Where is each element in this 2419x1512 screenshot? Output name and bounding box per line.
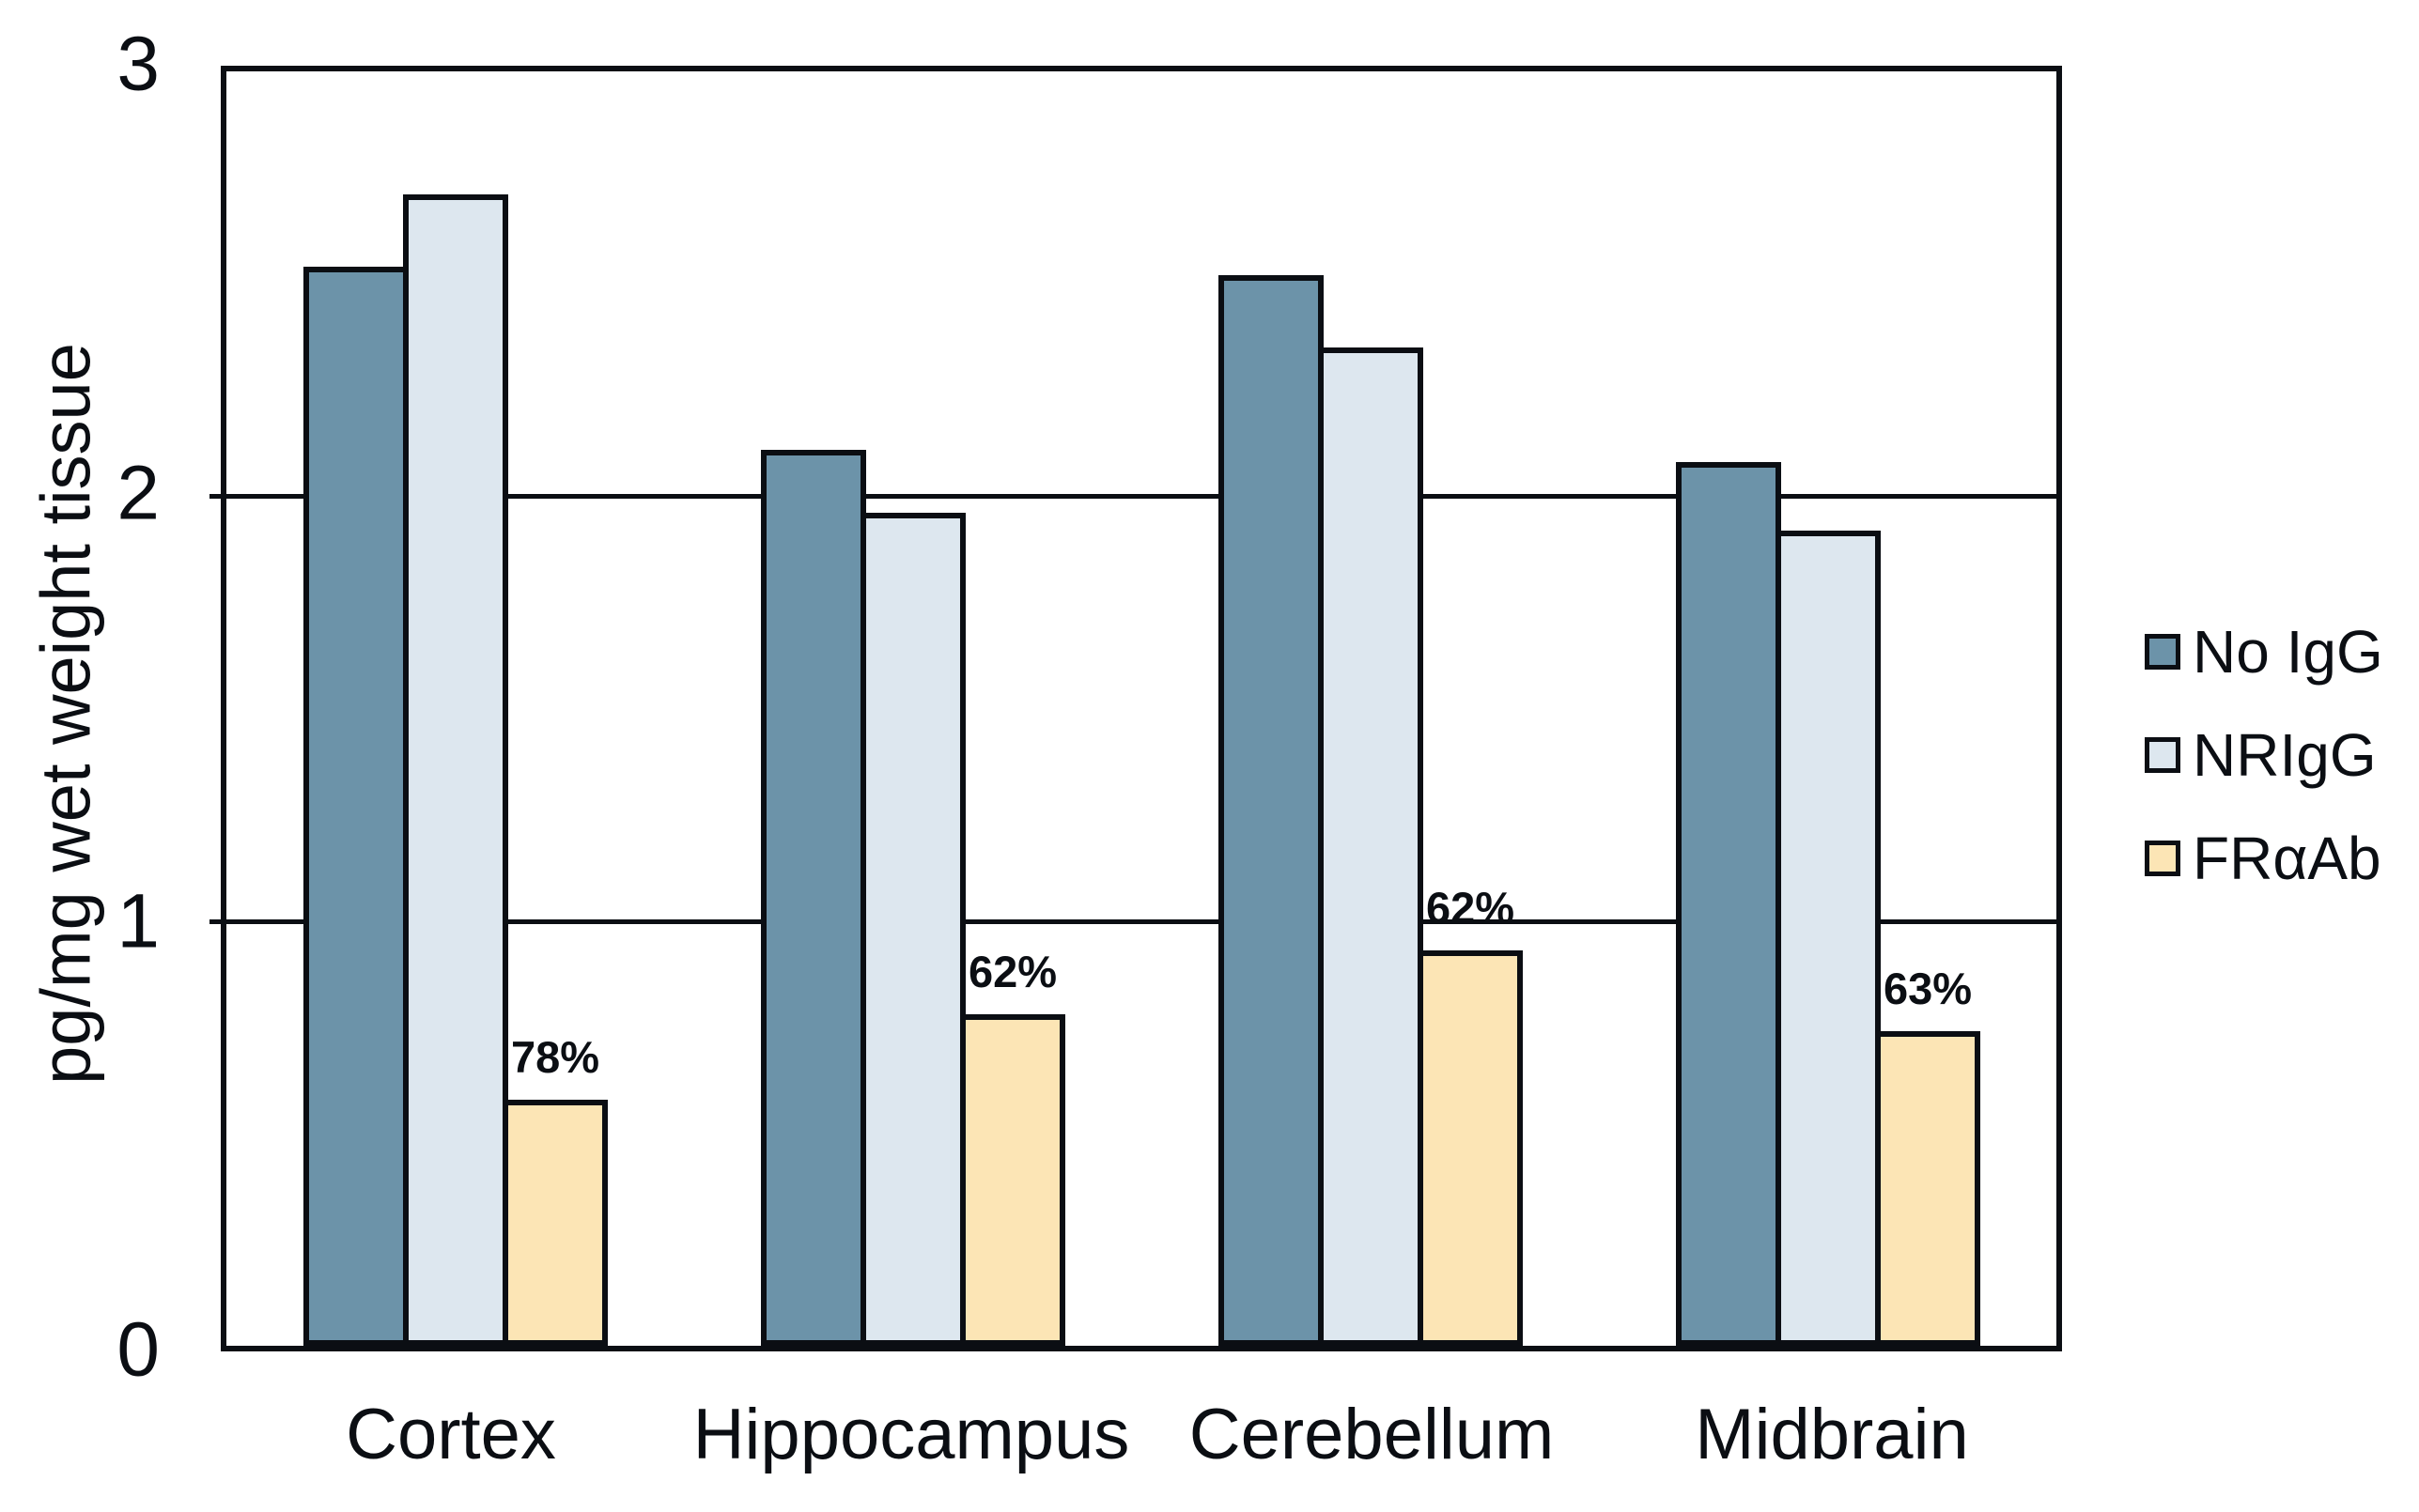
bar-cerebellum-frαab — [1418, 950, 1523, 1346]
bar-cortex-frαab — [503, 1100, 608, 1346]
legend: No IgG NRIgG FRαAb — [2145, 616, 2383, 894]
plot-inner: 78% 62% 62% 63% — [209, 71, 2056, 1346]
legend-swatch-no-igg — [2145, 634, 2180, 670]
y-tick-label-0: 0 — [116, 1306, 160, 1393]
legend-item-no-igg: No IgG — [2145, 616, 2383, 687]
legend-label-no-igg: No IgG — [2193, 618, 2383, 686]
x-axis-labels: Cortex Hippocampus Cerebellum Midbrain — [221, 1396, 2062, 1489]
x-label-cortex: Cortex — [346, 1395, 556, 1474]
bar-cortex-no-igg — [303, 267, 409, 1346]
plot-area: 78% 62% 62% 63% — [209, 66, 2062, 1351]
y-tick-label-1: 1 — [116, 878, 160, 964]
x-label-midbrain: Midbrain — [1695, 1395, 1969, 1474]
x-label-hippocampus: Hippocampus — [692, 1395, 1130, 1474]
bar-hippocampus-frαab — [960, 1014, 1065, 1346]
bar-cortex-nrigg — [403, 194, 508, 1346]
bar-percent-label-midbrain: 63% — [1883, 964, 1973, 1013]
legend-label-nrigg: NRIgG — [2193, 721, 2377, 789]
bar-cerebellum-nrigg — [1318, 347, 1423, 1346]
y-tick-mark-1 — [209, 919, 222, 924]
bar-cerebellum-no-igg — [1218, 275, 1324, 1346]
legend-item-fraab: FRαAb — [2145, 823, 2383, 894]
y-tick-label-3: 3 — [116, 21, 160, 107]
gridline-y1 — [226, 919, 2056, 924]
x-label-cerebellum: Cerebellum — [1188, 1395, 1555, 1474]
legend-swatch-nrigg — [2145, 737, 2180, 773]
bar-hippocampus-no-igg — [761, 450, 866, 1346]
bar-percent-label-hippocampus: 62% — [968, 947, 1058, 996]
legend-swatch-fraab — [2145, 841, 2180, 876]
bar-hippocampus-nrigg — [861, 513, 966, 1346]
legend-item-nrigg: NRIgG — [2145, 719, 2383, 791]
bar-percent-label-cortex: 78% — [510, 1032, 600, 1082]
gridline-y2 — [226, 494, 2056, 499]
bar-midbrain-no-igg — [1676, 462, 1781, 1346]
bar-midbrain-frαab — [1875, 1031, 1980, 1346]
legend-label-fraab: FRαAb — [2193, 825, 2381, 892]
bar-percent-label-cerebellum: 62% — [1425, 883, 1515, 933]
y-tick-label-2: 2 — [116, 450, 160, 536]
y-tick-mark-2 — [209, 494, 222, 499]
bar-midbrain-nrigg — [1775, 531, 1881, 1346]
